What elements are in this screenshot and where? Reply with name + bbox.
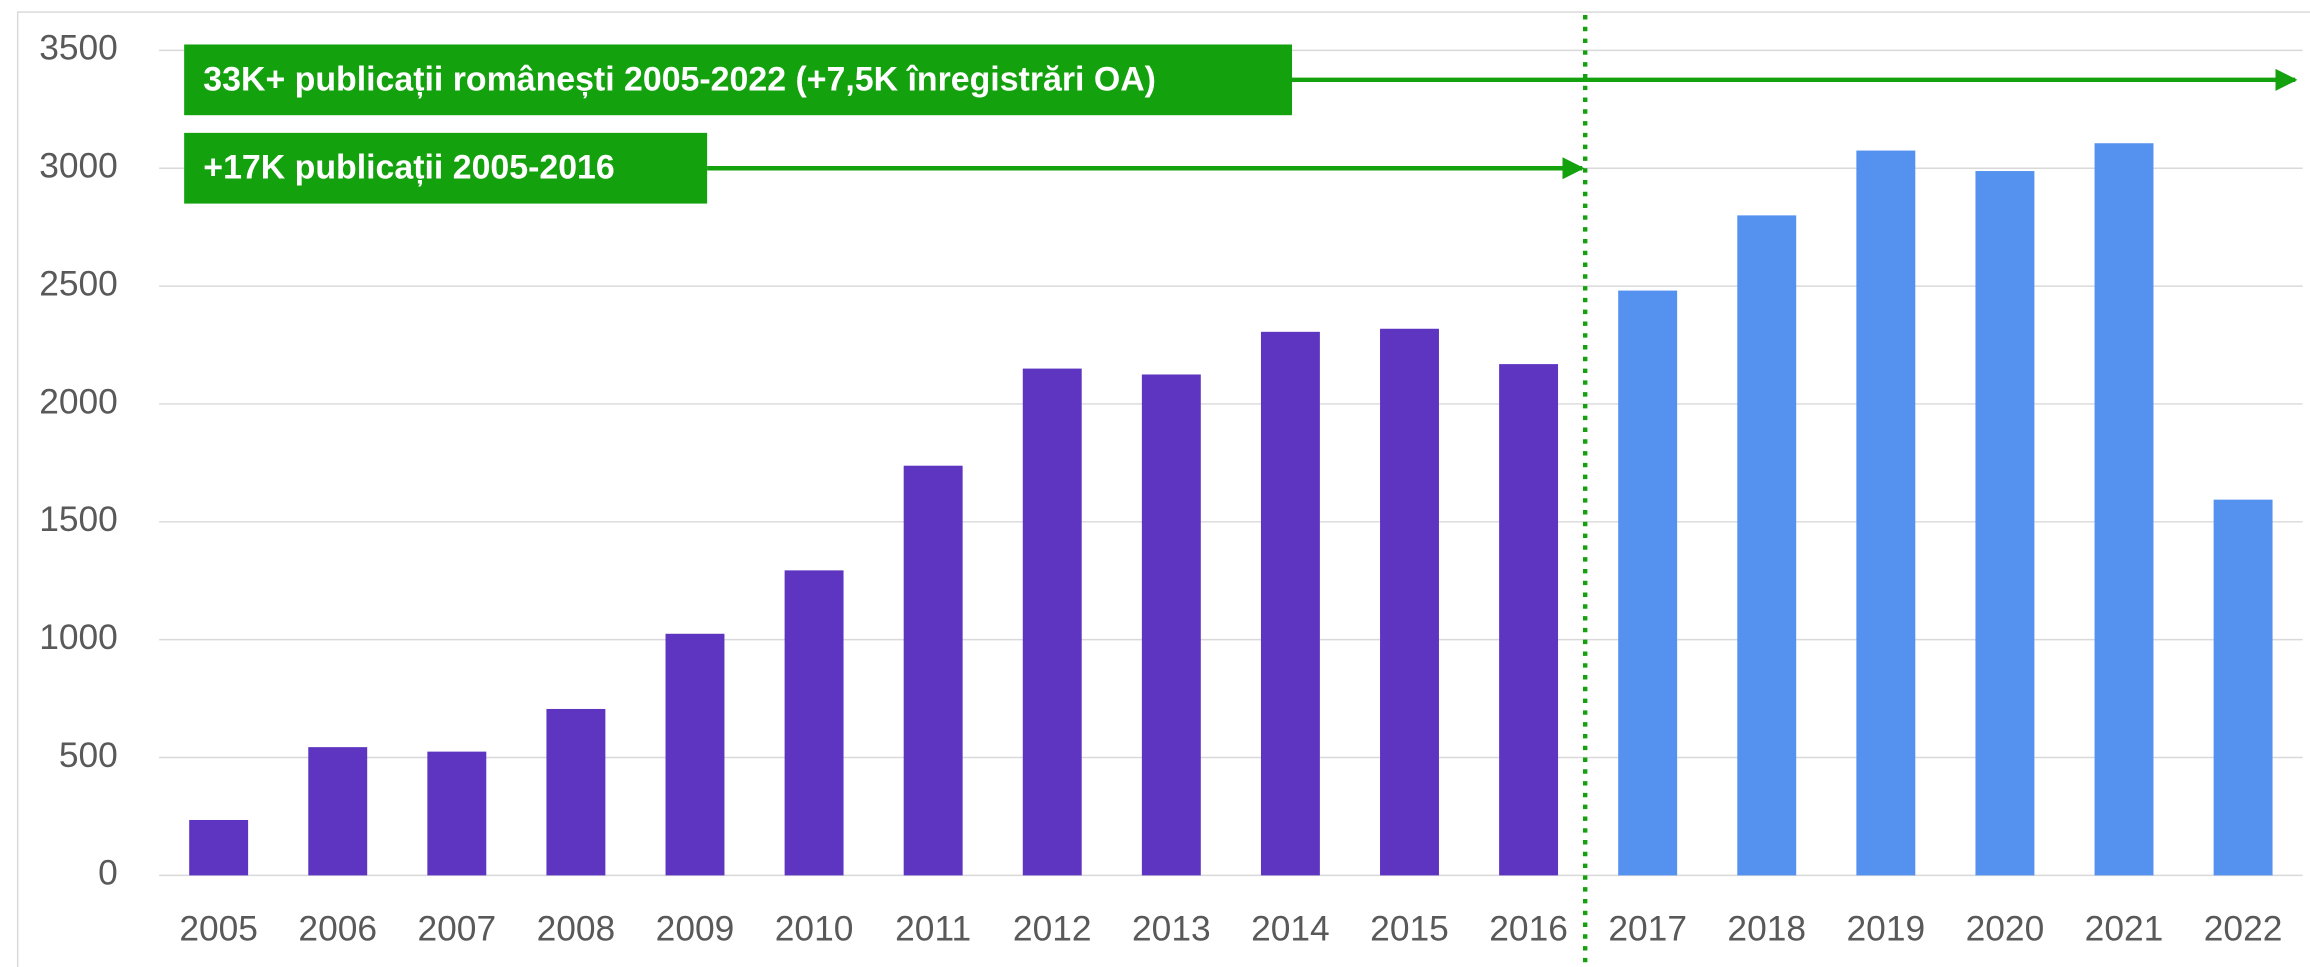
x-tick-label: 2010 [775, 910, 854, 949]
y-tick-label: 0 [98, 854, 118, 893]
x-tick-label: 2020 [1966, 910, 2045, 949]
x-tick-label: 2022 [2204, 910, 2283, 949]
y-tick-label: 2000 [39, 382, 118, 421]
x-tick-label: 2016 [1489, 910, 1568, 949]
x-tick-label: 2013 [1132, 910, 1211, 949]
bar [1499, 364, 1559, 876]
bar [1380, 328, 1439, 876]
annotation: +17K publicații 2005-2016 [203, 149, 614, 187]
x-tick-label: 2006 [298, 910, 377, 949]
bar [2213, 499, 2273, 876]
bar [308, 747, 368, 876]
bar [665, 633, 725, 876]
bar [1618, 290, 1678, 876]
bar [1260, 331, 1320, 876]
y-tick-label: 500 [59, 736, 118, 775]
bar [1022, 368, 1082, 876]
bar [189, 819, 249, 876]
x-tick-label: 2011 [895, 910, 971, 949]
annotation-box [184, 44, 1293, 116]
y-tick-label: 3000 [39, 147, 118, 186]
bar [2094, 143, 2154, 876]
x-tick-label: 2005 [179, 910, 258, 949]
bar [1141, 374, 1201, 876]
x-tick-label: 2012 [1013, 910, 1092, 949]
bar [903, 465, 963, 876]
bar [1975, 171, 2035, 876]
bar [546, 708, 606, 876]
x-tick-label: 2019 [1847, 910, 1926, 949]
bar [427, 751, 487, 876]
x-tick-label: 2018 [1727, 910, 1806, 949]
y-tick-label: 1000 [39, 618, 118, 657]
annotation: 33K+ publicații românești 2005-2022 (+7,… [203, 60, 1156, 98]
x-tick-label: 2009 [656, 910, 735, 949]
frame [16, 11, 2310, 967]
x-tick-label: 2017 [1608, 910, 1687, 949]
bar [1737, 215, 1797, 876]
y-tick-label: 1500 [39, 500, 118, 539]
x-tick-label: 2008 [537, 910, 616, 949]
annotation-box [184, 132, 708, 204]
x-tick-label: 2007 [417, 910, 496, 949]
y-tick-label: 2500 [39, 264, 118, 303]
x-tick-label: 2014 [1251, 910, 1330, 949]
x-tick-label: 2021 [2085, 910, 2164, 949]
bar [1856, 150, 1916, 876]
y-tick-label: 3500 [39, 29, 118, 68]
bar [784, 570, 844, 876]
x-tick-label: 2015 [1370, 910, 1449, 949]
